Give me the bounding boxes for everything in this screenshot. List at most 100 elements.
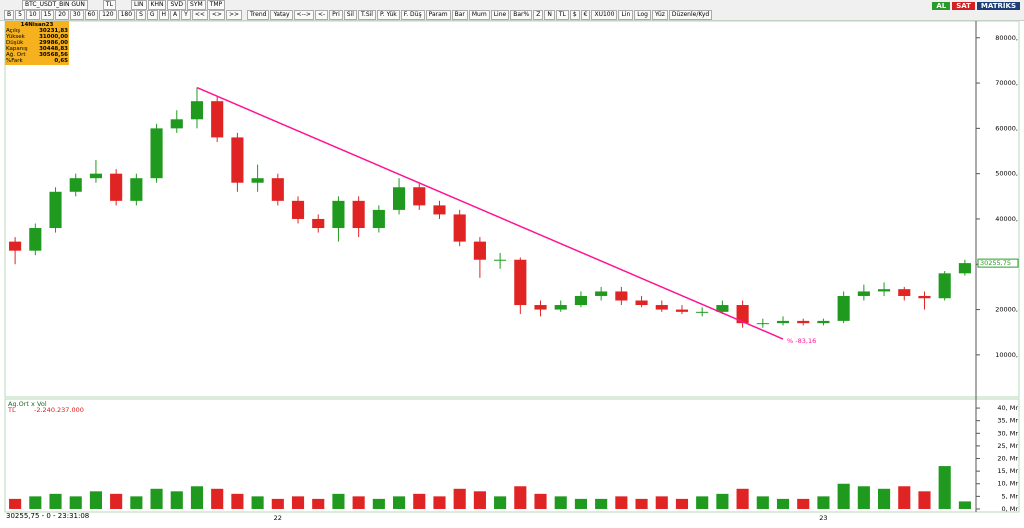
period-button[interactable]: 15 xyxy=(40,10,55,20)
toolbar-top: BTC_USDT_BIN GUN TL LIN KHN SVD SYM TMP xyxy=(0,0,1024,10)
period-button[interactable]: << xyxy=(191,10,208,20)
candle-body xyxy=(938,273,951,299)
action-button[interactable]: AL xyxy=(932,2,951,10)
tool-button[interactable]: Düzenle/Kyd xyxy=(668,10,713,20)
tool-button[interactable]: Bar xyxy=(451,10,468,20)
volume-bar xyxy=(736,488,749,509)
tool-button[interactable]: Lin xyxy=(618,10,634,20)
period-button[interactable]: 30 xyxy=(69,10,84,20)
tool-button[interactable]: <--> xyxy=(293,10,314,20)
y-tick-label: 10000, xyxy=(995,351,1018,359)
period-button[interactable]: >> xyxy=(225,10,243,20)
candle-body xyxy=(190,101,204,120)
tool-button[interactable]: <- xyxy=(314,10,329,20)
candle-body xyxy=(615,291,628,301)
symbol[interactable]: BTC_USDT_BIN GUN xyxy=(22,0,88,10)
period-button[interactable]: 10 xyxy=(25,10,40,20)
tool-button[interactable]: N xyxy=(544,10,555,20)
tool-button[interactable]: Bar% xyxy=(510,10,533,20)
trend-label: % -83,16 xyxy=(787,337,816,345)
period-button[interactable]: G xyxy=(146,10,158,20)
period-button[interactable]: B xyxy=(4,10,15,20)
tool-button[interactable]: Yatay xyxy=(270,10,293,20)
candle-body xyxy=(494,259,507,261)
period-button[interactable]: 180 xyxy=(117,10,136,20)
tool-button[interactable]: € xyxy=(580,10,591,20)
y-tick-label: 70000, xyxy=(995,79,1018,87)
mode-button[interactable]: SYM xyxy=(187,0,206,10)
period-button[interactable]: H xyxy=(158,10,170,20)
tool-button[interactable]: Mum xyxy=(468,10,490,20)
candle-body xyxy=(878,289,891,292)
period-button[interactable]: A xyxy=(170,10,181,20)
volume-bar xyxy=(150,488,163,509)
x-tick-label: 22 xyxy=(274,514,282,522)
info-value: 29986,00 xyxy=(39,40,68,46)
volume-bar xyxy=(251,496,264,509)
volume-bar xyxy=(312,498,325,509)
tool-button[interactable]: Yüz xyxy=(651,10,668,20)
tool-button[interactable]: Pri xyxy=(329,10,343,20)
tool-button[interactable]: Trend xyxy=(247,10,270,20)
candle-body xyxy=(473,241,486,260)
candle-body xyxy=(716,305,729,312)
candle-body xyxy=(817,320,830,324)
tool-button[interactable]: F. Düş xyxy=(400,10,425,20)
last-price-box xyxy=(977,258,1019,268)
volume-bar xyxy=(554,496,567,509)
candle-body xyxy=(49,191,62,229)
candle-body xyxy=(69,178,82,192)
trend-line xyxy=(196,86,784,340)
currency[interactable]: TL xyxy=(102,0,116,10)
candle-body xyxy=(837,295,850,321)
y-tick-label: 40, Mr xyxy=(997,404,1018,412)
y-tick-label: 0, Mr xyxy=(1001,505,1018,513)
last-price-label: 30255,75 xyxy=(980,259,1011,267)
volume-bar xyxy=(473,491,486,509)
period-button[interactable]: 60 xyxy=(84,10,99,20)
candle-body xyxy=(89,173,102,179)
volume-bar xyxy=(817,496,830,509)
info-row: Kapanış 30448,83 xyxy=(6,46,68,52)
volume-bar xyxy=(958,501,971,509)
info-label: Açılış xyxy=(6,28,21,34)
candle-body xyxy=(170,119,183,129)
period-button[interactable]: <> xyxy=(208,10,225,20)
period-button[interactable]: 5 xyxy=(15,10,25,20)
tool-button[interactable]: Param xyxy=(425,10,451,20)
candle-body xyxy=(857,291,870,296)
tool-button[interactable]: XU100 xyxy=(591,10,618,20)
candle-body xyxy=(918,295,931,299)
candle-body xyxy=(413,187,426,206)
volume-bar xyxy=(372,498,385,509)
tool-button[interactable]: $ xyxy=(569,10,580,20)
action-button[interactable]: SAT xyxy=(952,2,975,10)
tool-button[interactable]: Line xyxy=(490,10,510,20)
tool-button[interactable]: T.Sil xyxy=(357,10,376,20)
info-label: %Fark xyxy=(6,58,23,64)
mode-button[interactable]: KHN xyxy=(147,0,167,10)
action-button[interactable]: MATRİKS xyxy=(976,2,1020,10)
candle-body xyxy=(332,200,345,229)
tool-button[interactable]: Z xyxy=(533,10,544,20)
mode-button[interactable]: SVD xyxy=(167,0,187,10)
period-button[interactable]: S xyxy=(136,10,146,20)
candle-body xyxy=(251,178,264,183)
mode-button[interactable]: LIN xyxy=(130,0,147,10)
period-button[interactable]: 20 xyxy=(55,10,69,20)
period-button[interactable]: 120 xyxy=(99,10,117,20)
volume-bar xyxy=(635,498,648,509)
candle-body xyxy=(756,323,769,325)
tool-button[interactable]: Sil xyxy=(343,10,357,20)
tool-button[interactable]: P. Yük xyxy=(376,10,400,20)
mode-button[interactable]: TMP xyxy=(206,0,226,10)
tool-button[interactable]: TL xyxy=(555,10,569,20)
candle-body xyxy=(554,305,567,310)
actions: AL SAT MATRİKS xyxy=(932,2,1020,10)
y-tick-label: 60000, xyxy=(995,124,1018,132)
period-button[interactable]: Y xyxy=(181,10,191,20)
tool-button[interactable]: Log xyxy=(634,10,651,20)
periods: B 5 10 15 20 30 60 120 180 S G H A Y << <> >> xyxy=(4,10,243,20)
volume-bar xyxy=(494,496,507,509)
